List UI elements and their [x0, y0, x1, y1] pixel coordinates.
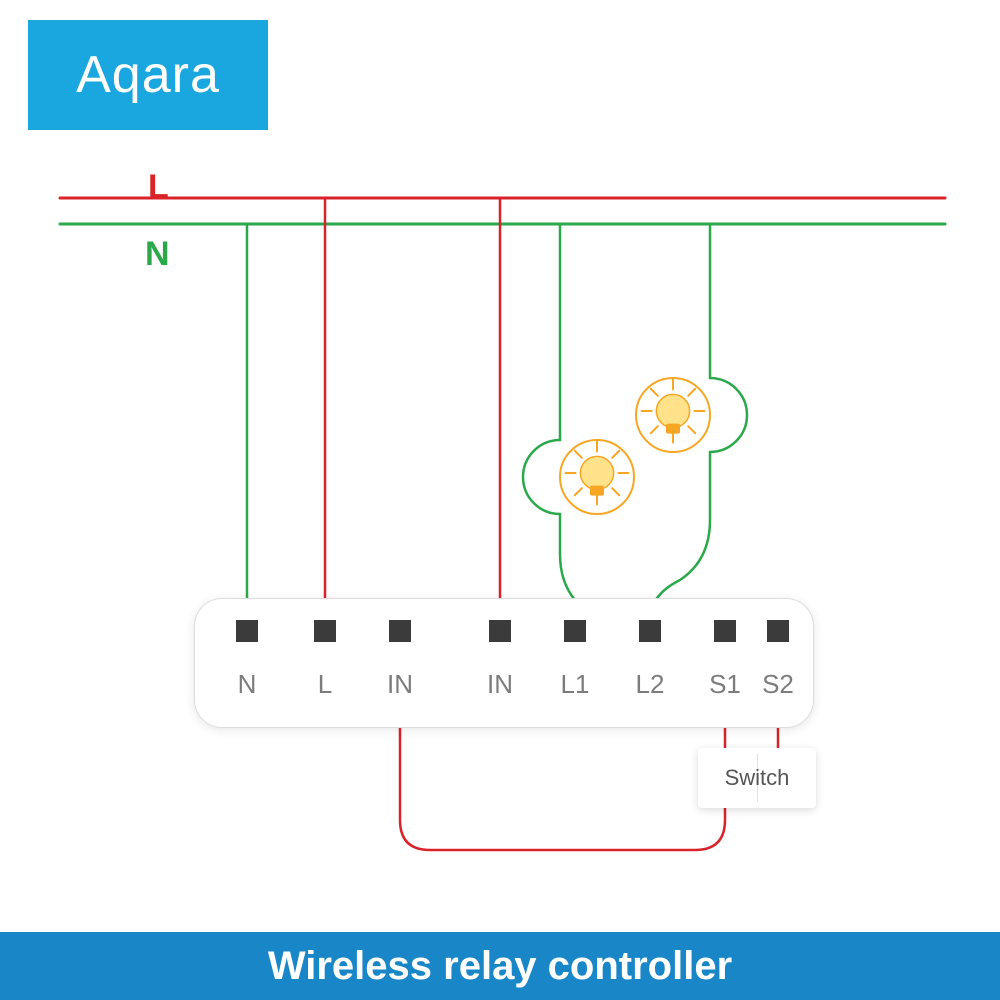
- rail-label-l: L: [148, 168, 169, 207]
- wiring-layer: [0, 0, 1000, 1000]
- terminal-label-l2: L2: [626, 669, 674, 700]
- terminal-label-l1: L1: [551, 669, 599, 700]
- brand-logo: Aqara: [28, 20, 268, 130]
- terminal-l: [314, 620, 336, 642]
- terminal-s2: [767, 620, 789, 642]
- terminal-label-in1: IN: [376, 669, 424, 700]
- terminal-label-s1: S1: [701, 669, 749, 700]
- terminal-s1: [714, 620, 736, 642]
- terminal-label-l: L: [301, 669, 349, 700]
- wall-switch: Switch: [698, 748, 816, 808]
- terminal-l2: [639, 620, 661, 642]
- wire-bulb2_to_L2: [650, 452, 710, 620]
- terminal-label-n: N: [223, 669, 271, 700]
- wire-bulb2_right_arc: [710, 378, 747, 452]
- terminal-label-s2: S2: [754, 669, 802, 700]
- wire-bulb1_left_arc: [523, 440, 560, 514]
- terminal-in2: [489, 620, 511, 642]
- relay-module: [194, 598, 814, 728]
- terminal-l1: [564, 620, 586, 642]
- bulb2-ring: [636, 378, 710, 452]
- rail-label-n: N: [145, 235, 170, 274]
- terminal-label-in2: IN: [476, 669, 524, 700]
- diagram-stage: AqaraLNNLININL1L2S1S2SwitchWireless rela…: [0, 0, 1000, 1000]
- wall-switch-label: Switch: [725, 765, 790, 791]
- bulb1-ring: [560, 440, 634, 514]
- title-text: Wireless relay controller: [268, 944, 732, 989]
- terminal-in1: [389, 620, 411, 642]
- brand-logo-text: Aqara: [76, 45, 220, 105]
- terminal-n: [236, 620, 258, 642]
- title-bar: Wireless relay controller: [0, 932, 1000, 1000]
